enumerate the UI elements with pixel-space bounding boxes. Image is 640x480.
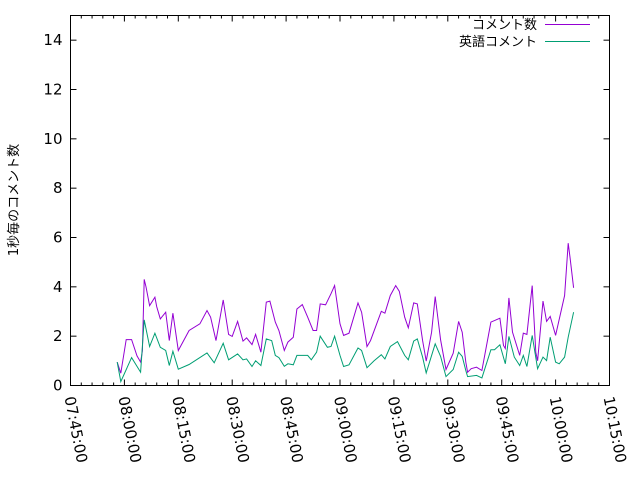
y-tick-label: 12 xyxy=(43,81,62,99)
y-tick-label: 4 xyxy=(53,278,63,296)
x-tick-label: 08:00:00 xyxy=(114,395,145,465)
y-tick-label: 14 xyxy=(43,31,62,49)
x-tick-label: 08:30:00 xyxy=(222,395,253,465)
x-tick-label: 09:45:00 xyxy=(492,395,523,465)
series-line-comments xyxy=(116,243,575,374)
legend-label-english-comments: 英語コメント xyxy=(459,34,537,50)
y-tick-labels: 0 2 4 6 8 10 12 14 xyxy=(43,31,62,394)
x-tick-label: 10:15:00 xyxy=(600,395,631,465)
series-line-english-comments xyxy=(116,312,575,384)
x-tick-label: 09:00:00 xyxy=(330,395,361,465)
y-tick-label: 8 xyxy=(53,179,63,197)
y-tick-label: 10 xyxy=(43,130,62,148)
x-tick-labels: 07:45:00 08:00:00 08:15:00 08:30:00 08:45:00… xyxy=(61,395,631,465)
y-tick-label: 6 xyxy=(53,229,63,247)
x-tick-label: 09:15:00 xyxy=(384,395,415,465)
axis-ticks xyxy=(70,15,610,386)
y-axis-title: 1秒毎のコメント数 xyxy=(6,144,22,256)
legend-label-comments: コメント数 xyxy=(472,18,537,33)
x-tick-label: 09:30:00 xyxy=(438,395,469,465)
x-tick-label: 08:45:00 xyxy=(276,395,307,465)
x-tick-label: 10:00:00 xyxy=(546,395,577,465)
y-tick-label: 0 xyxy=(53,377,63,395)
plot-frame xyxy=(70,15,610,386)
x-tick-label: 08:15:00 xyxy=(168,395,199,465)
series-lines xyxy=(116,243,575,384)
legend: コメント数 英語コメント xyxy=(459,18,590,50)
y-tick-label: 2 xyxy=(53,327,63,345)
x-tick-label: 07:45:00 xyxy=(61,395,92,465)
